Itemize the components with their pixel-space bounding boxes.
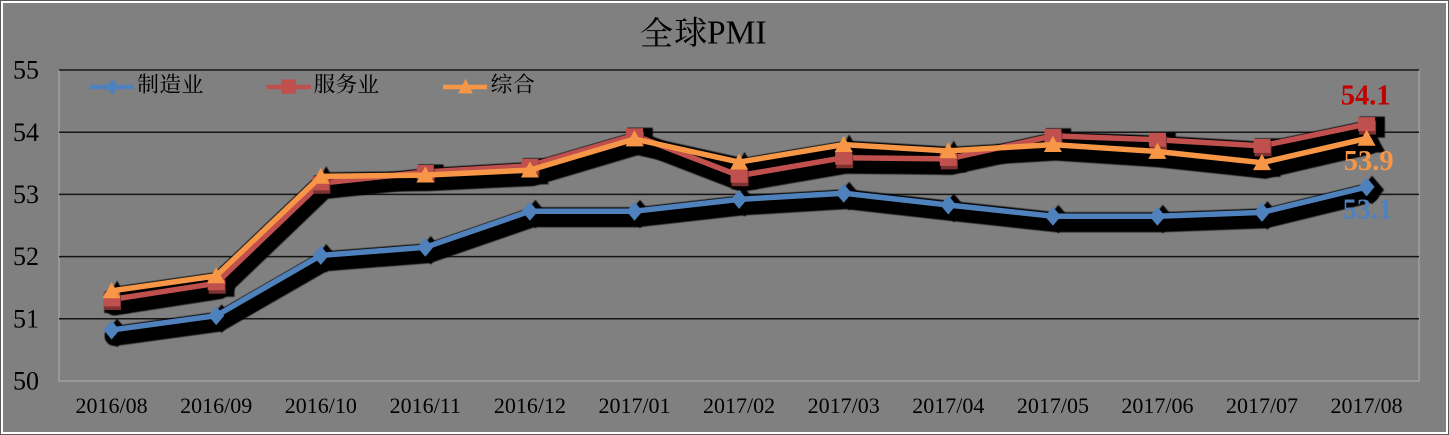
svg-text:2016/10: 2016/10 <box>285 393 357 418</box>
svg-text:2017/02: 2017/02 <box>703 393 775 418</box>
svg-text:2017/04: 2017/04 <box>912 393 984 418</box>
svg-text:55: 55 <box>13 56 39 85</box>
svg-text:53: 53 <box>13 180 39 209</box>
svg-text:53.1: 53.1 <box>1343 195 1393 226</box>
svg-text:54: 54 <box>13 118 39 147</box>
svg-text:2017/01: 2017/01 <box>598 393 670 418</box>
svg-text:54.1: 54.1 <box>1341 80 1391 111</box>
svg-text:2017/05: 2017/05 <box>1017 393 1089 418</box>
svg-text:51: 51 <box>13 304 39 333</box>
svg-text:2016/08: 2016/08 <box>76 393 148 418</box>
svg-text:2017/06: 2017/06 <box>1121 393 1193 418</box>
svg-text:2017/08: 2017/08 <box>1331 393 1403 418</box>
svg-text:2016/12: 2016/12 <box>494 393 566 418</box>
svg-text:2016/11: 2016/11 <box>390 393 461 418</box>
svg-text:2017/03: 2017/03 <box>808 393 880 418</box>
svg-text:50: 50 <box>13 367 39 396</box>
svg-text:2016/09: 2016/09 <box>180 393 252 418</box>
svg-text:52: 52 <box>13 242 39 271</box>
svg-text:PMI: PMI <box>707 15 767 52</box>
svg-text:2017/07: 2017/07 <box>1226 393 1298 418</box>
svg-text:53.9: 53.9 <box>1344 146 1394 177</box>
